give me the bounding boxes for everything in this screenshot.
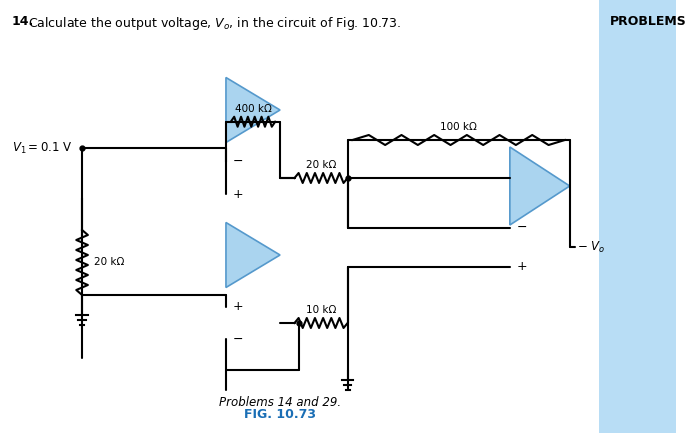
Polygon shape	[510, 147, 570, 225]
Text: Calculate the output voltage, $V_o$, in the circuit of Fig. 10.73.: Calculate the output voltage, $V_o$, in …	[28, 15, 401, 32]
Text: −: −	[517, 221, 527, 234]
Text: +: +	[517, 260, 527, 273]
Text: 14.: 14.	[12, 15, 34, 28]
Text: PROBLEMS: PROBLEMS	[610, 15, 687, 28]
Text: +: +	[232, 188, 244, 201]
Text: 20 kΩ: 20 kΩ	[94, 257, 124, 267]
Text: 10 kΩ: 10 kΩ	[306, 305, 336, 315]
Text: 100 kΩ: 100 kΩ	[440, 122, 477, 132]
Bar	[598, 0, 676, 433]
Text: FIG. 10.73: FIG. 10.73	[244, 408, 316, 421]
Text: −: −	[232, 333, 243, 346]
Polygon shape	[226, 78, 280, 142]
Text: − $V_o$: − $V_o$	[578, 239, 606, 255]
Text: $V_1 = 0.1$ V: $V_1 = 0.1$ V	[12, 140, 72, 155]
Text: 400 kΩ: 400 kΩ	[234, 104, 272, 114]
Text: −: −	[232, 155, 243, 168]
Text: +: +	[232, 300, 244, 313]
Text: 20 kΩ: 20 kΩ	[306, 160, 336, 170]
Text: Problems 14 and 29.: Problems 14 and 29.	[219, 397, 341, 410]
Polygon shape	[226, 223, 280, 288]
